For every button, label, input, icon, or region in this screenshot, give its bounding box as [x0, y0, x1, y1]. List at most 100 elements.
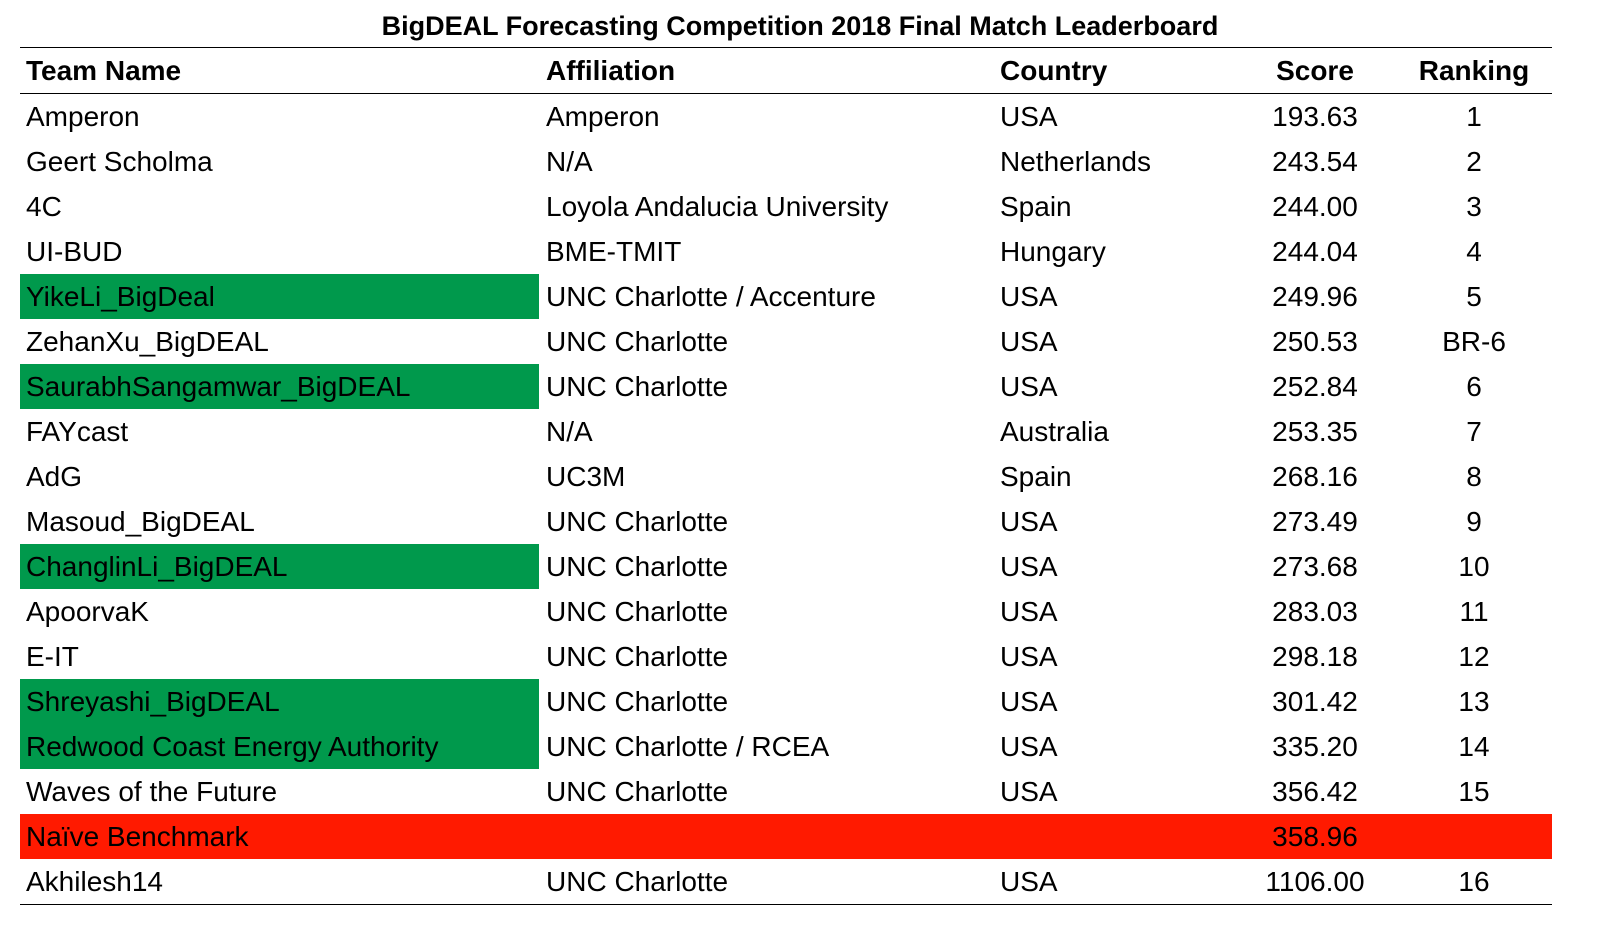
table-row: ZehanXu_BigDEAL UNC Charlotte USA 250.53 BR-… [20, 319, 1552, 364]
ranking-cell: 13 [1458, 686, 1490, 717]
affiliation-cell [546, 814, 996, 859]
affiliation-cell: UNC Charlotte [546, 596, 729, 627]
score-cell: 273.49 [1272, 506, 1358, 537]
score-cell: 268.16 [1272, 461, 1358, 492]
team-name-cell: AdG [26, 461, 83, 492]
table-row: Geert Scholma N/A Netherlands 243.54 2 [20, 139, 1552, 184]
leaderboard-title: BigDEAL Forecasting Competition 2018 Fin… [381, 11, 1219, 41]
score-cell: 1106.00 [1265, 866, 1365, 897]
ranking-cell: 7 [1466, 416, 1482, 447]
team-name-cell: Redwood Coast Energy Authority [20, 724, 539, 769]
team-name-cell: SaurabhSangamwar_BigDEAL [20, 364, 539, 409]
header-team-name: Team Name [26, 55, 182, 86]
table-body: Amperon Amperon USA 193.63 1 Geert Scholma N/A… [20, 94, 1552, 904]
affiliation-cell: UNC Charlotte [546, 641, 729, 672]
team-name-cell: Geert Scholma [26, 146, 213, 177]
country-cell: USA [1000, 641, 1058, 672]
team-name-cell: E-IT [26, 641, 79, 672]
country-cell: USA [1000, 371, 1058, 402]
country-cell: USA [1000, 101, 1058, 132]
ranking-cell: 6 [1466, 371, 1482, 402]
header-ranking: Ranking [1418, 55, 1530, 86]
ranking-cell [1400, 814, 1548, 859]
team-name-cell: UI-BUD [26, 236, 123, 267]
table-row: SaurabhSangamwar_BigDEAL UNC Charlotte USA… [20, 364, 1552, 409]
country-cell: USA [1000, 506, 1058, 537]
ranking-cell: 5 [1466, 281, 1482, 312]
affiliation-cell: UC3M [546, 461, 626, 492]
affiliation-cell: UNC Charlotte / RCEA [546, 731, 830, 762]
ranking-cell: 14 [1458, 731, 1490, 762]
ranking-cell: 10 [1458, 551, 1490, 582]
affiliation-cell: UNC Charlotte [546, 776, 729, 807]
table-row: AdG UC3M Spain 268.16 8 [20, 454, 1552, 499]
table-row: YikeLi_BigDeal UNC Charlotte / Accenture U… [20, 274, 1552, 319]
team-name-cell: Naïve Benchmark [26, 821, 249, 852]
score-cell: 356.42 [1272, 776, 1358, 807]
score-cell: 358.96 [1272, 821, 1358, 852]
table-bottom-rule [20, 904, 1552, 905]
ranking-cell: 1 [1466, 101, 1482, 132]
affiliation-cell: UNC Charlotte / Accenture [546, 281, 876, 312]
affiliation-cell: N/A [546, 146, 593, 177]
team-name-cell: ApoorvaK [26, 596, 149, 627]
country-cell: USA [1000, 686, 1058, 717]
affiliation-cell: UNC Charlotte [546, 506, 729, 537]
table-row: Redwood Coast Energy Authority UNC Charlo… [20, 724, 1552, 769]
country-cell: Hungary [1000, 236, 1106, 267]
score-cell: 273.68 [1272, 551, 1358, 582]
affiliation-cell: UNC Charlotte [546, 866, 729, 897]
team-name-cell: YikeLi_BigDeal [20, 274, 539, 319]
team-name-cell: ChanglinLi_BigDEAL [20, 544, 539, 589]
score-cell: 283.03 [1272, 596, 1358, 627]
team-name-cell: Waves of the Future [26, 776, 278, 807]
country-cell: Netherlands [1000, 146, 1151, 177]
affiliation-cell: BME-TMIT [546, 236, 682, 267]
score-cell: 244.04 [1272, 236, 1358, 267]
ranking-cell: 2 [1466, 146, 1482, 177]
table-top-rule [20, 47, 1552, 48]
score-cell: 250.53 [1272, 326, 1358, 357]
country-cell: USA [1000, 866, 1058, 897]
country-cell: USA [1000, 776, 1058, 807]
table-row: Shreyashi_BigDEAL UNC Charlotte USA 301.42 1… [20, 679, 1552, 724]
ranking-cell: 16 [1458, 866, 1490, 897]
score-cell: 244.00 [1272, 191, 1358, 222]
team-name-cell: Akhilesh14 [26, 866, 163, 897]
table-row: E-IT UNC Charlotte USA 298.18 12 [20, 634, 1552, 679]
score-cell: 298.18 [1272, 641, 1358, 672]
table-header-row: Team Name Affiliation Country Score Rank… [20, 48, 1552, 93]
table-row: Naïve Benchmark 358.96 [20, 814, 1552, 859]
affiliation-cell: UNC Charlotte [546, 686, 729, 717]
country-cell: USA [1000, 326, 1058, 357]
score-cell: 253.35 [1272, 416, 1358, 447]
ranking-cell: 12 [1458, 641, 1490, 672]
affiliation-cell: UNC Charlotte [546, 326, 729, 357]
affiliation-cell: UNC Charlotte [546, 371, 729, 402]
team-name-cell: Amperon [26, 101, 140, 132]
table-row: Masoud_BigDEAL UNC Charlotte USA 273.49 9 [20, 499, 1552, 544]
header-bottom-rule [20, 93, 1552, 94]
table-row: Waves of the Future UNC Charlotte USA 356.4… [20, 769, 1552, 814]
table-row: Akhilesh14 UNC Charlotte USA 1106.00 16 [20, 859, 1552, 904]
table-row: UI-BUD BME-TMIT Hungary 244.04 4 [20, 229, 1552, 274]
ranking-cell: 4 [1466, 236, 1482, 267]
ranking-cell: 8 [1466, 461, 1482, 492]
header-score: Score [1276, 55, 1354, 86]
ranking-cell: 11 [1459, 596, 1489, 627]
affiliation-cell: Loyola Andalucia University [546, 191, 889, 222]
score-cell: 193.63 [1272, 101, 1358, 132]
team-name-cell: FAYcast [26, 416, 129, 447]
affiliation-cell: Amperon [546, 101, 660, 132]
team-name-cell: Masoud_BigDEAL [26, 506, 255, 537]
table-row: ChanglinLi_BigDEAL UNC Charlotte USA 273.68… [20, 544, 1552, 589]
country-cell [1000, 814, 1230, 859]
table-row: 4C Loyola Andalucia University Spain 244.00… [20, 184, 1552, 229]
country-cell: USA [1000, 596, 1058, 627]
header-affiliation: Affiliation [546, 55, 676, 86]
country-cell: Australia [1000, 416, 1109, 447]
team-name-cell: Shreyashi_BigDEAL [20, 679, 539, 724]
score-cell: 335.20 [1272, 731, 1358, 762]
leaderboard-table: Team Name Affiliation Country Score Rank… [20, 47, 1552, 905]
team-name-cell: ZehanXu_BigDEAL [26, 326, 269, 357]
